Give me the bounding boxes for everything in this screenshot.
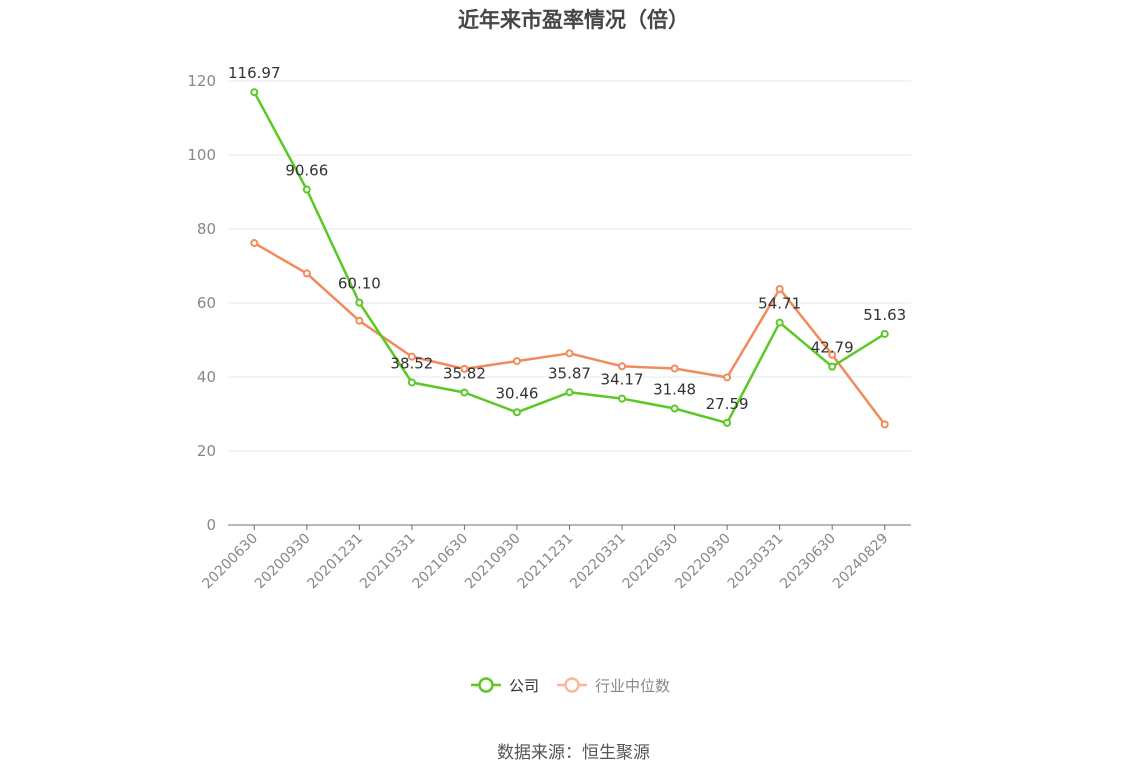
data-labels: 116.97 90.66 60.10 38.52 35.82 30.46 35.87 34.1…	[228, 64, 906, 413]
x-tick-label: 20200930	[252, 531, 314, 593]
data-point-industry	[407, 352, 416, 361]
legend-item-industry[interactable]: 行业中位数	[557, 677, 670, 695]
data-point-industry	[512, 357, 521, 366]
data-point-industry	[880, 420, 889, 429]
data-label: 30.46	[495, 384, 538, 402]
y-axis: 0 20 40 60 80 100 120	[187, 72, 216, 534]
legend-label: 行业中位数	[595, 677, 670, 695]
y-tick-label: 60	[197, 294, 216, 312]
data-point-industry	[828, 350, 837, 359]
data-point-industry	[618, 362, 627, 371]
x-tick-label: 20210930	[462, 531, 524, 593]
data-label: 35.82	[443, 364, 486, 382]
data-point-company	[565, 388, 574, 397]
data-point-company	[723, 418, 732, 427]
data-point-company	[460, 388, 469, 397]
data-point-company	[512, 408, 521, 417]
data-label: 42.79	[811, 339, 854, 357]
x-axis: 2020063020200930202012312021033120210630…	[199, 524, 911, 593]
data-label: 35.87	[548, 364, 591, 382]
y-tick-label: 80	[197, 220, 216, 238]
y-tick-label: 0	[206, 516, 216, 534]
data-label: 34.17	[601, 371, 644, 389]
legend-label: 公司	[509, 677, 539, 695]
source-note: 数据来源：恒生聚源	[497, 743, 650, 763]
data-point-industry	[355, 316, 364, 325]
legend-marker	[478, 677, 494, 693]
data-point-industry	[723, 373, 732, 382]
x-tick-label: 20201231	[304, 531, 366, 593]
data-point-company	[407, 378, 416, 387]
data-point-industry	[565, 349, 574, 358]
data-point-industry	[775, 284, 784, 293]
data-label: 60.10	[338, 275, 381, 293]
data-point-company	[618, 394, 627, 403]
x-tick-label: 20210331	[357, 531, 419, 593]
data-point-industry	[302, 269, 311, 278]
series-points	[250, 88, 889, 429]
x-tick-label: 20200630	[199, 531, 261, 593]
grid-lines	[228, 80, 911, 452]
legend-marker	[564, 677, 580, 693]
data-point-company	[250, 88, 259, 97]
y-tick-label: 100	[187, 146, 216, 164]
chart-title: 近年来市盈率情况（倍）	[458, 8, 689, 32]
data-point-company	[880, 329, 889, 338]
x-tick-label: 20220331	[567, 531, 629, 593]
legend[interactable]: 公司 行业中位数	[471, 677, 670, 695]
data-point-company	[775, 318, 784, 327]
x-tick-label: 20240829	[830, 531, 892, 593]
data-point-industry	[250, 239, 259, 248]
data-label: 38.52	[390, 354, 433, 372]
data-point-company	[670, 404, 679, 413]
data-label: 31.48	[653, 381, 696, 399]
data-point-company	[355, 298, 364, 307]
data-point-industry	[670, 364, 679, 373]
x-tick-label: 20230331	[725, 531, 787, 593]
data-point-industry	[460, 364, 469, 373]
data-label: 51.63	[863, 306, 906, 324]
data-label: 27.59	[706, 395, 749, 413]
y-tick-label: 20	[197, 442, 216, 460]
y-tick-label: 120	[187, 72, 216, 90]
data-label: 54.71	[758, 295, 801, 313]
data-point-company	[828, 362, 837, 371]
data-point-company	[302, 185, 311, 194]
x-tick-label: 20230630	[777, 531, 839, 593]
series-line-industry	[253, 242, 886, 426]
y-tick-label: 40	[197, 368, 216, 386]
x-tick-label: 20220930	[672, 531, 734, 593]
x-tick-label: 20220630	[620, 531, 682, 593]
legend-item-company[interactable]: 公司	[471, 677, 539, 695]
data-label: 90.66	[285, 162, 328, 180]
x-tick-label: 20211231	[515, 531, 577, 593]
data-label: 116.97	[228, 64, 281, 82]
x-tick-label: 20210630	[410, 531, 472, 593]
